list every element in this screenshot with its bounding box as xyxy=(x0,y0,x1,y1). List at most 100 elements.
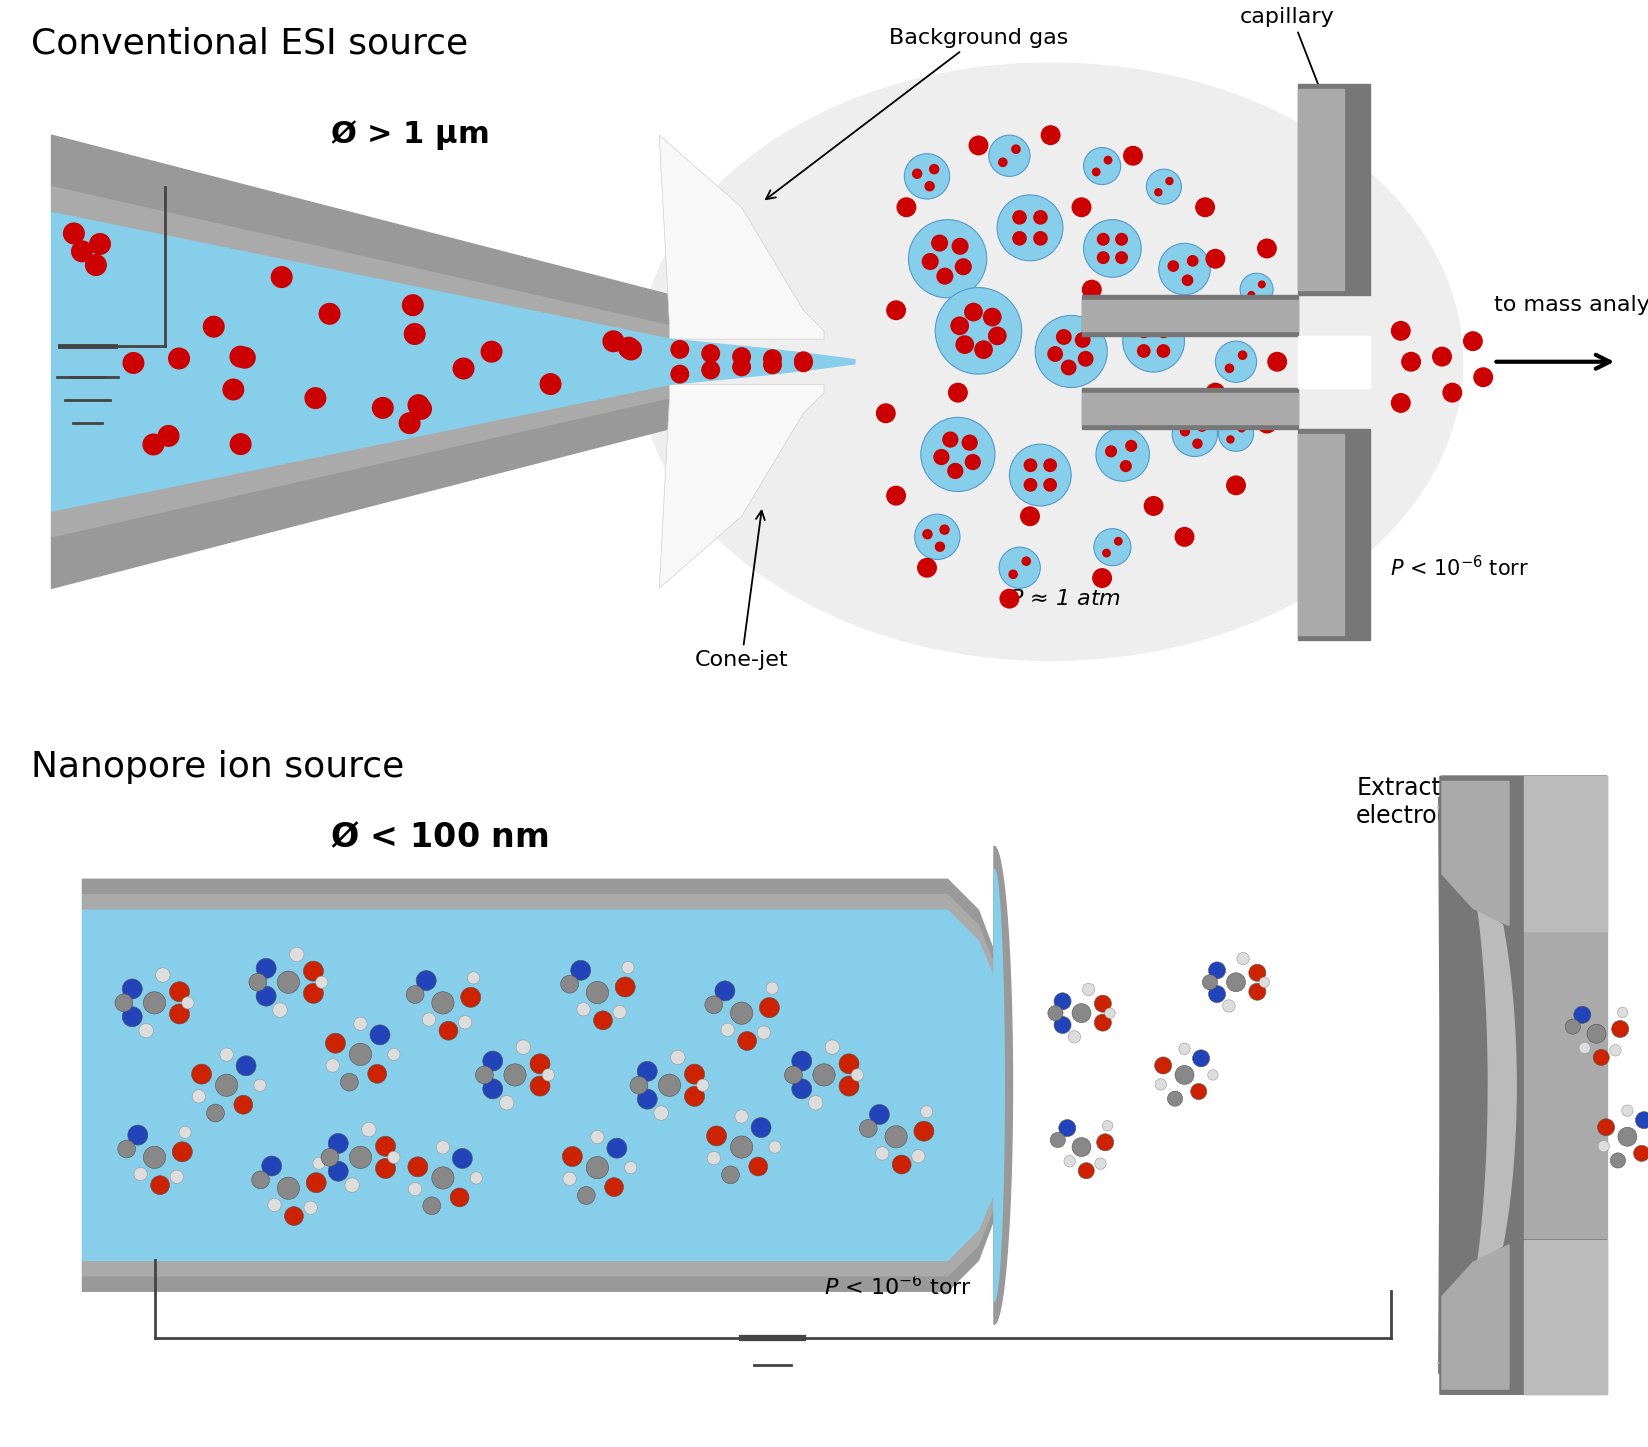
Circle shape xyxy=(921,417,995,492)
Circle shape xyxy=(730,1136,753,1158)
Circle shape xyxy=(1012,145,1020,153)
Circle shape xyxy=(1190,1084,1206,1100)
Circle shape xyxy=(1226,476,1246,495)
Circle shape xyxy=(760,997,780,1017)
Circle shape xyxy=(272,266,292,288)
Circle shape xyxy=(1597,1119,1615,1136)
Circle shape xyxy=(206,1104,224,1121)
Circle shape xyxy=(452,1149,473,1169)
Circle shape xyxy=(1574,1006,1590,1023)
Circle shape xyxy=(908,220,987,298)
Circle shape xyxy=(313,1158,325,1169)
Circle shape xyxy=(234,1095,252,1114)
Circle shape xyxy=(143,434,163,454)
Polygon shape xyxy=(1081,388,1297,428)
Circle shape xyxy=(887,301,905,320)
Text: Conventional ESI source: Conventional ESI source xyxy=(31,27,468,61)
Circle shape xyxy=(129,1126,148,1145)
Circle shape xyxy=(531,1053,550,1074)
Circle shape xyxy=(1218,417,1254,451)
Circle shape xyxy=(422,1013,435,1026)
Circle shape xyxy=(409,395,428,415)
Polygon shape xyxy=(1297,428,1369,640)
Circle shape xyxy=(948,463,962,479)
Circle shape xyxy=(516,1040,531,1055)
Polygon shape xyxy=(1524,776,1607,930)
Circle shape xyxy=(684,1087,705,1107)
Circle shape xyxy=(255,958,277,978)
Text: to mass analyzer: to mass analyzer xyxy=(1493,295,1648,315)
Circle shape xyxy=(1238,952,1249,965)
Circle shape xyxy=(702,362,720,379)
Circle shape xyxy=(738,1032,756,1051)
Circle shape xyxy=(1463,331,1482,350)
Circle shape xyxy=(1579,1042,1590,1053)
Circle shape xyxy=(541,373,560,395)
Circle shape xyxy=(344,1178,359,1192)
Circle shape xyxy=(929,165,939,174)
Circle shape xyxy=(1106,446,1116,457)
Circle shape xyxy=(453,359,475,379)
Circle shape xyxy=(269,1198,282,1211)
Circle shape xyxy=(936,288,1022,375)
Circle shape xyxy=(870,1104,890,1124)
Circle shape xyxy=(1137,344,1150,357)
Circle shape xyxy=(748,1158,768,1176)
Circle shape xyxy=(839,1077,859,1095)
Circle shape xyxy=(570,961,590,980)
Text: $P$ ≈ 1 atm: $P$ ≈ 1 atm xyxy=(1009,589,1121,609)
Circle shape xyxy=(341,1074,358,1091)
Circle shape xyxy=(1226,972,1246,991)
Circle shape xyxy=(915,514,959,560)
Polygon shape xyxy=(669,339,855,385)
Circle shape xyxy=(1055,993,1071,1010)
Circle shape xyxy=(1633,1145,1648,1162)
Circle shape xyxy=(697,1079,709,1091)
Circle shape xyxy=(1093,168,1099,175)
Circle shape xyxy=(1402,353,1421,370)
Circle shape xyxy=(1167,178,1173,185)
Circle shape xyxy=(1061,360,1076,375)
Circle shape xyxy=(1203,975,1218,990)
Circle shape xyxy=(671,1051,686,1065)
Circle shape xyxy=(1599,1140,1610,1152)
Circle shape xyxy=(715,981,735,1001)
Circle shape xyxy=(931,236,948,250)
Circle shape xyxy=(684,1064,705,1084)
Circle shape xyxy=(1033,232,1046,245)
Circle shape xyxy=(911,1149,925,1163)
Circle shape xyxy=(372,398,394,418)
Circle shape xyxy=(470,1172,483,1184)
Circle shape xyxy=(1065,1156,1076,1166)
Circle shape xyxy=(756,1026,771,1039)
Polygon shape xyxy=(51,187,669,339)
Circle shape xyxy=(277,1176,300,1200)
Circle shape xyxy=(654,1106,669,1120)
Circle shape xyxy=(307,1172,326,1192)
Circle shape xyxy=(542,1069,554,1081)
Circle shape xyxy=(254,1079,265,1091)
Circle shape xyxy=(615,977,634,997)
Circle shape xyxy=(255,987,277,1006)
Circle shape xyxy=(1267,353,1287,370)
Circle shape xyxy=(1432,347,1452,366)
Circle shape xyxy=(219,1048,234,1061)
Circle shape xyxy=(1048,347,1063,362)
Circle shape xyxy=(143,1146,165,1169)
Circle shape xyxy=(923,530,933,538)
Circle shape xyxy=(1157,344,1170,357)
Circle shape xyxy=(64,223,84,243)
Circle shape xyxy=(1444,383,1462,402)
Circle shape xyxy=(432,1166,453,1189)
Circle shape xyxy=(424,1197,440,1214)
Circle shape xyxy=(277,971,300,994)
Circle shape xyxy=(376,1136,396,1156)
Circle shape xyxy=(1116,233,1127,245)
Circle shape xyxy=(1175,1065,1193,1084)
Polygon shape xyxy=(51,213,669,511)
Circle shape xyxy=(999,547,1040,589)
Circle shape xyxy=(953,239,967,255)
Circle shape xyxy=(976,341,992,359)
Circle shape xyxy=(1009,444,1071,506)
Circle shape xyxy=(562,1146,582,1166)
